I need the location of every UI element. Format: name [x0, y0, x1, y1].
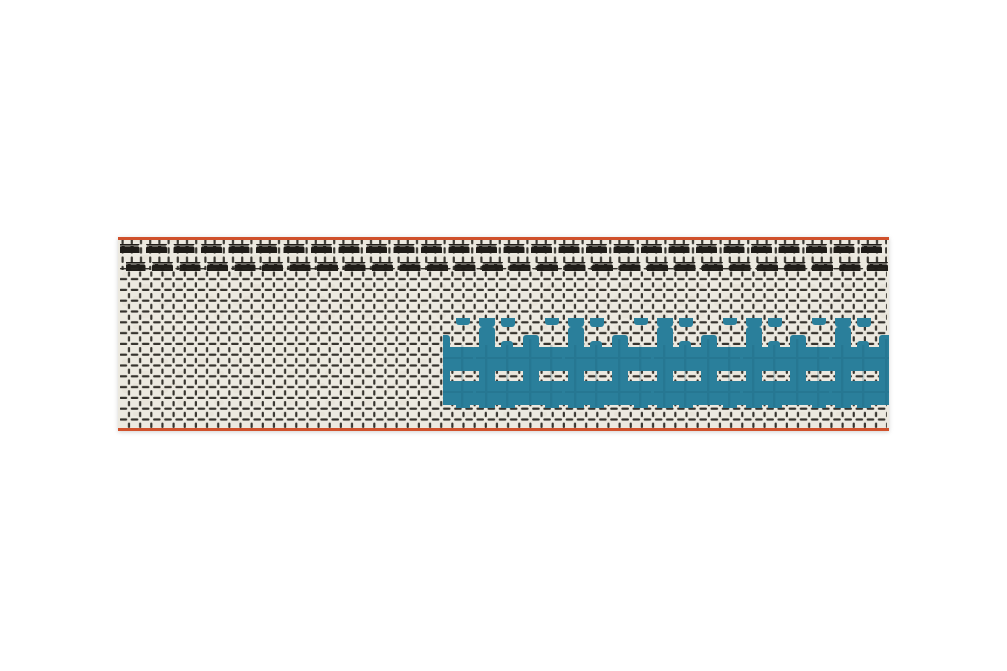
selvedge-bottom-edge [118, 428, 889, 431]
heavy-stitch-row-top [120, 244, 887, 253]
embroidery-motif [443, 318, 889, 408]
heavy-stitch-row-bottom [126, 262, 893, 271]
textile-band [118, 237, 893, 431]
selvedge-top-edge [118, 237, 889, 240]
